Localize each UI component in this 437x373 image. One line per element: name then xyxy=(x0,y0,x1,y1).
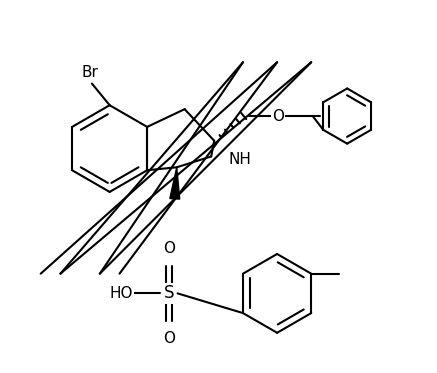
Text: NH: NH xyxy=(229,152,252,167)
Text: O: O xyxy=(272,109,284,123)
Text: S: S xyxy=(163,284,174,303)
Polygon shape xyxy=(170,167,180,199)
Text: O: O xyxy=(163,241,175,256)
Text: HO: HO xyxy=(110,286,133,301)
Text: O: O xyxy=(163,331,175,346)
Text: Br: Br xyxy=(82,65,98,79)
